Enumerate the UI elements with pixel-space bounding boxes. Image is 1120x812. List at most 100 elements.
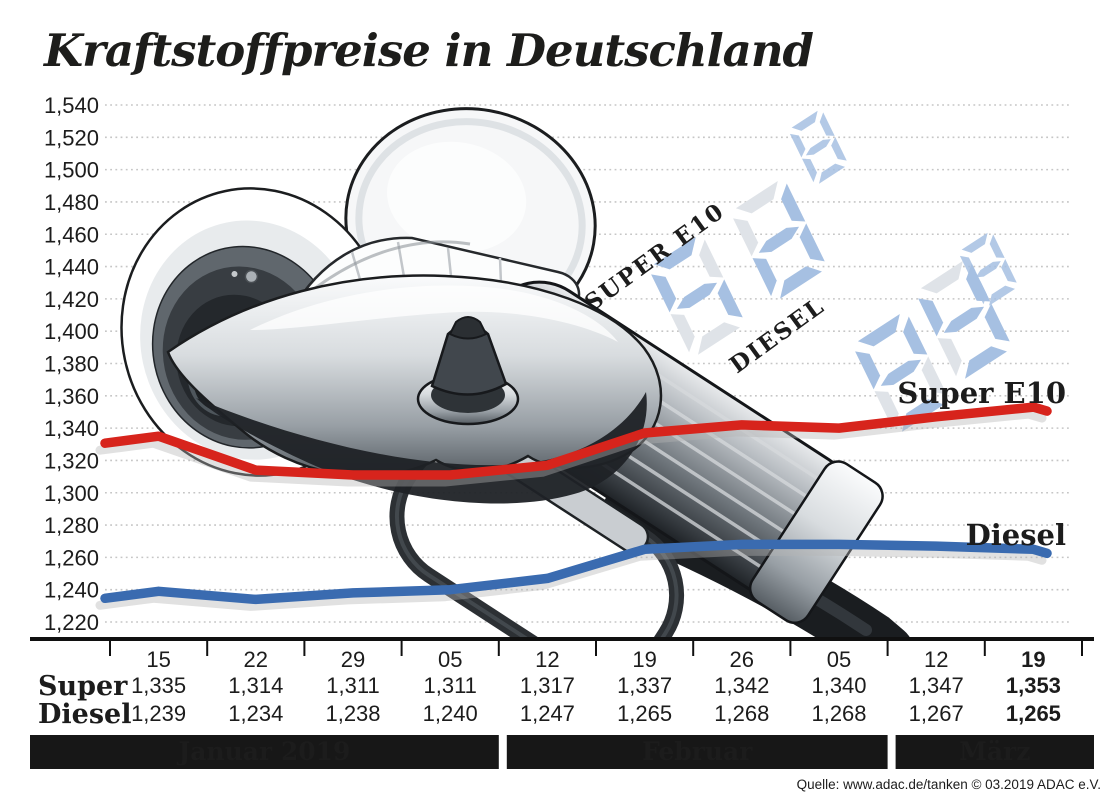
digit-segment <box>855 351 881 390</box>
diesel-line-shadow <box>95 546 1047 611</box>
y-axis-label: 1,400 <box>44 319 99 344</box>
x-category-label: 26 <box>730 647 754 672</box>
nozzle-head <box>166 274 663 504</box>
digit-segment <box>918 298 944 337</box>
month-band: März <box>895 735 1094 769</box>
month-band-label: März <box>959 737 1030 766</box>
x-category-label: 15 <box>146 647 170 672</box>
digit-segment <box>880 359 922 386</box>
month-band-label: Februar <box>642 737 753 766</box>
x-category-label: 12 <box>924 647 948 672</box>
table-cell: 1,265 <box>617 701 672 726</box>
digit-segment <box>971 280 987 305</box>
diesel-series-label: Diesel <box>966 518 1066 552</box>
seven-segment-digit <box>733 180 825 299</box>
table-cell: 1,240 <box>423 701 478 726</box>
y-axis-labels: 1,220 1,240 1,260 1,280 1,300 1,320 1,340 1,360… <box>44 93 99 635</box>
digit-segment <box>735 180 778 214</box>
y-axis-label: 1,340 <box>44 416 99 441</box>
y-axis-label: 1,360 <box>44 384 99 409</box>
y-axis-label: 1,280 <box>44 513 99 538</box>
digit-segment <box>989 234 1005 258</box>
digit-segment <box>699 239 724 278</box>
page-title: Kraftstoffpreise in Deutschland <box>44 24 814 77</box>
digit-segment <box>975 261 1001 278</box>
table-cell: 1,342 <box>714 673 769 698</box>
super-e10-line-shadow <box>95 409 1047 487</box>
digit-segment <box>903 316 928 355</box>
table-cell: 1,268 <box>811 701 866 726</box>
y-axis-label: 1,320 <box>44 448 99 473</box>
x-category-label: 05 <box>438 647 462 672</box>
table-cell: 1,247 <box>520 701 575 726</box>
digit-segment <box>801 158 817 183</box>
digit-segment <box>920 260 963 294</box>
x-category-label: 19 <box>632 647 656 672</box>
month-band-bg <box>506 735 888 769</box>
digit-segment <box>780 266 822 299</box>
price-table: Super 1,335 1,314 1,311 1,311 1,317 1,337 1,342… <box>38 671 1061 730</box>
super-e10-line <box>100 402 1052 480</box>
x-category-label: 12 <box>535 647 559 672</box>
digit-segment <box>752 258 777 297</box>
table-cell: 1,353 <box>1006 673 1061 698</box>
seven-segment-digit <box>789 110 847 184</box>
month-band-bg <box>895 735 1094 769</box>
vapor-knob <box>416 316 520 426</box>
digit-segment <box>805 139 831 156</box>
x-category-labels: 15 22 29 05 12 19 26 05 12 19 <box>146 647 1045 672</box>
digit-segment <box>857 313 900 347</box>
digit-segment <box>1001 259 1017 283</box>
table-cell: 1,238 <box>325 701 380 726</box>
series-shadows <box>95 409 1047 611</box>
table-cell: 1,311 <box>326 673 379 698</box>
seven-segment-digit <box>959 232 1017 306</box>
digit-segment <box>698 322 740 355</box>
diesel-line <box>100 539 1052 605</box>
y-axis-label: 1,300 <box>44 481 99 506</box>
table-cell: 1,265 <box>1006 701 1061 726</box>
digit-segment <box>676 282 718 309</box>
month-bands: Januar 2019 Februar März <box>30 735 1094 769</box>
digit-segment <box>984 303 1010 342</box>
table-cell: 1,239 <box>131 701 186 726</box>
digit-segment <box>819 163 846 184</box>
table-cell: 1,267 <box>909 701 964 726</box>
digit-segment <box>989 285 1016 306</box>
digit-segment <box>961 232 988 253</box>
table-cell: 1,234 <box>228 701 283 726</box>
digit-segment <box>819 112 835 136</box>
digit-segment <box>799 223 825 262</box>
month-band: Januar 2019 <box>30 735 499 769</box>
month-band: Februar <box>506 735 888 769</box>
x-axis-line <box>30 637 1094 641</box>
digit-segment <box>781 183 806 222</box>
table-row-label: Super <box>38 671 128 702</box>
table-cell: 1,335 <box>131 673 186 698</box>
digit-segment <box>965 346 1007 379</box>
digit-segment <box>733 218 759 257</box>
fuel-nozzle-illustration <box>120 107 910 637</box>
digit-segment <box>758 226 800 253</box>
table-cell: 1,268 <box>714 701 769 726</box>
digit-segment <box>921 356 947 395</box>
table-cell: 1,340 <box>811 673 866 698</box>
pump-display-label: DIESEL <box>725 292 830 379</box>
table-cell: 1,311 <box>423 673 476 698</box>
x-category-label: 22 <box>244 647 268 672</box>
x-category-label: 05 <box>827 647 851 672</box>
digit-segment <box>717 279 743 318</box>
table-row-label: Diesel <box>38 699 132 730</box>
digit-segment <box>937 338 962 377</box>
digit-segment <box>670 314 695 353</box>
y-axis-label: 1,520 <box>44 125 99 150</box>
y-axis-label: 1,500 <box>44 158 99 183</box>
y-axis-label: 1,540 <box>44 93 99 118</box>
table-cell: 1,337 <box>617 673 672 698</box>
table-cell: 1,314 <box>228 673 283 698</box>
x-category-label: 29 <box>341 647 365 672</box>
y-axis-label: 1,260 <box>44 545 99 570</box>
month-band-label: Januar 2019 <box>176 737 350 766</box>
